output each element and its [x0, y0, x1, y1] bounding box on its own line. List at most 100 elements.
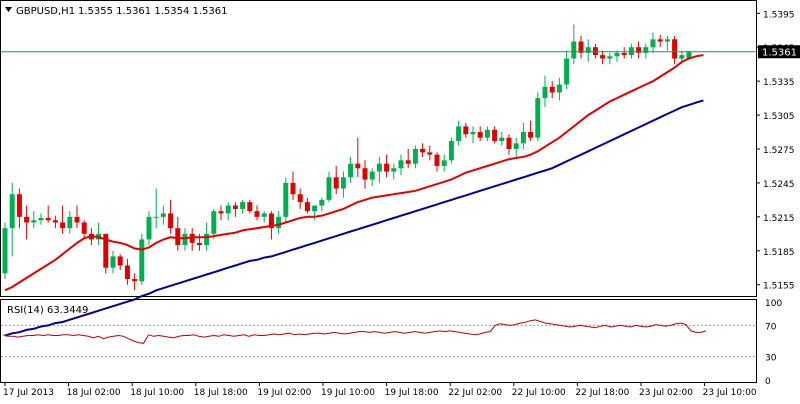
time-tick-label: 23 Jul 02:00: [639, 388, 693, 398]
candle-body: [412, 149, 418, 164]
candle: [189, 228, 195, 251]
candle-body: [312, 205, 318, 212]
candle-body: [672, 39, 678, 59]
candle: [384, 154, 390, 178]
candle-body: [247, 202, 253, 212]
candle: [182, 228, 188, 251]
time-tick-label: 19 Jul 10:00: [321, 388, 375, 398]
candle: [657, 34, 663, 48]
candle: [484, 126, 490, 142]
candle: [398, 154, 404, 176]
candle: [355, 137, 361, 178]
candle-body: [304, 202, 310, 212]
candle-body: [369, 171, 375, 180]
candle-body: [16, 194, 22, 217]
candle-body: [268, 213, 274, 229]
candle: [175, 216, 181, 251]
candle: [571, 24, 577, 65]
candle-body: [225, 205, 231, 214]
candle-body: [139, 239, 145, 282]
candle: [225, 202, 231, 221]
candlestick-series: [2, 24, 692, 291]
price-tick-label: 1.5275: [763, 146, 795, 156]
candle-body: [499, 137, 505, 142]
candle-body: [434, 154, 440, 166]
time-tick-label: 17 Jul 2013: [3, 388, 54, 398]
candle: [2, 222, 8, 280]
candle-body: [276, 216, 282, 229]
candle: [600, 50, 606, 65]
candle: [124, 258, 130, 285]
candle: [247, 199, 253, 214]
current-price-label: 1.5361: [758, 45, 800, 59]
candle-body: [261, 213, 267, 217]
candle-body: [254, 211, 260, 217]
candle: [38, 213, 44, 225]
candle-body: [52, 220, 58, 223]
time-tick-label: 19 Jul 18:00: [385, 388, 439, 398]
price-tick-label: 1.5215: [763, 214, 795, 224]
price-tick-label: 1.5155: [763, 282, 795, 292]
candle-body: [592, 47, 598, 56]
candle-body: [607, 56, 613, 59]
candle: [441, 154, 447, 172]
price-tick-label: 1.5395: [763, 10, 795, 20]
candle: [139, 233, 145, 285]
candle: [52, 215, 58, 229]
candle: [153, 188, 159, 229]
candle-body: [38, 217, 44, 221]
candle-body: [391, 168, 397, 172]
candle-body: [175, 228, 181, 246]
candle-body: [67, 216, 73, 229]
candle: [585, 39, 591, 62]
rsi-tick-label: 0: [765, 377, 771, 387]
time-tick-label: 22 Jul 02:00: [448, 388, 502, 398]
candle: [276, 211, 282, 234]
candle: [81, 220, 87, 240]
candle: [420, 143, 426, 157]
candle: [664, 35, 670, 51]
price-panel-frame: [0, 0, 757, 297]
candle-body: [542, 86, 548, 99]
candle-body: [168, 213, 174, 229]
candle-body: [571, 41, 577, 59]
candle-body: [427, 152, 433, 155]
candle: [405, 149, 411, 169]
candle-body: [2, 228, 8, 274]
rsi-tick-label: 70: [765, 322, 777, 332]
time-tick-label: 19 Jul 02:00: [257, 388, 311, 398]
candle-body: [160, 213, 166, 217]
candle-body: [60, 222, 66, 229]
candle-body: [585, 47, 591, 53]
candle: [636, 41, 642, 59]
candle: [304, 197, 310, 214]
candle-body: [420, 149, 426, 153]
candle-body: [564, 58, 570, 85]
candle: [60, 205, 66, 234]
candle: [470, 126, 476, 144]
candle-body: [196, 242, 202, 246]
candle: [427, 145, 433, 161]
candle: [67, 211, 73, 234]
candle-body: [556, 84, 562, 93]
candle-body: [578, 41, 584, 53]
candle: [528, 120, 534, 142]
candle: [16, 188, 22, 229]
candle: [74, 205, 80, 229]
candle-body: [513, 143, 519, 149]
candle-body: [679, 55, 685, 59]
time-tick-label: 22 Jul 18:00: [575, 388, 629, 398]
candle-body: [657, 39, 663, 42]
triangle-down-icon[interactable]: [5, 7, 12, 12]
candle-body: [340, 177, 346, 189]
candle-body: [211, 211, 217, 234]
candle-body: [74, 216, 80, 223]
price-tick-label: 1.5245: [763, 180, 795, 190]
candle: [463, 122, 469, 138]
candle: [261, 211, 267, 223]
candle-body: [448, 141, 454, 161]
ma-fast-line: [4, 54, 704, 292]
candle-body: [600, 55, 606, 59]
